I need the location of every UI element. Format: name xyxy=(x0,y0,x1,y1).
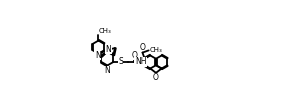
Text: O: O xyxy=(153,73,159,82)
Text: NH: NH xyxy=(135,58,146,67)
Text: S: S xyxy=(118,58,123,67)
Text: N: N xyxy=(104,66,110,75)
Text: CH₃: CH₃ xyxy=(99,29,112,34)
Text: N: N xyxy=(95,51,101,60)
Text: O: O xyxy=(131,51,137,60)
Text: CH₃: CH₃ xyxy=(149,47,162,53)
Text: N: N xyxy=(106,45,111,54)
Text: O: O xyxy=(140,43,145,52)
